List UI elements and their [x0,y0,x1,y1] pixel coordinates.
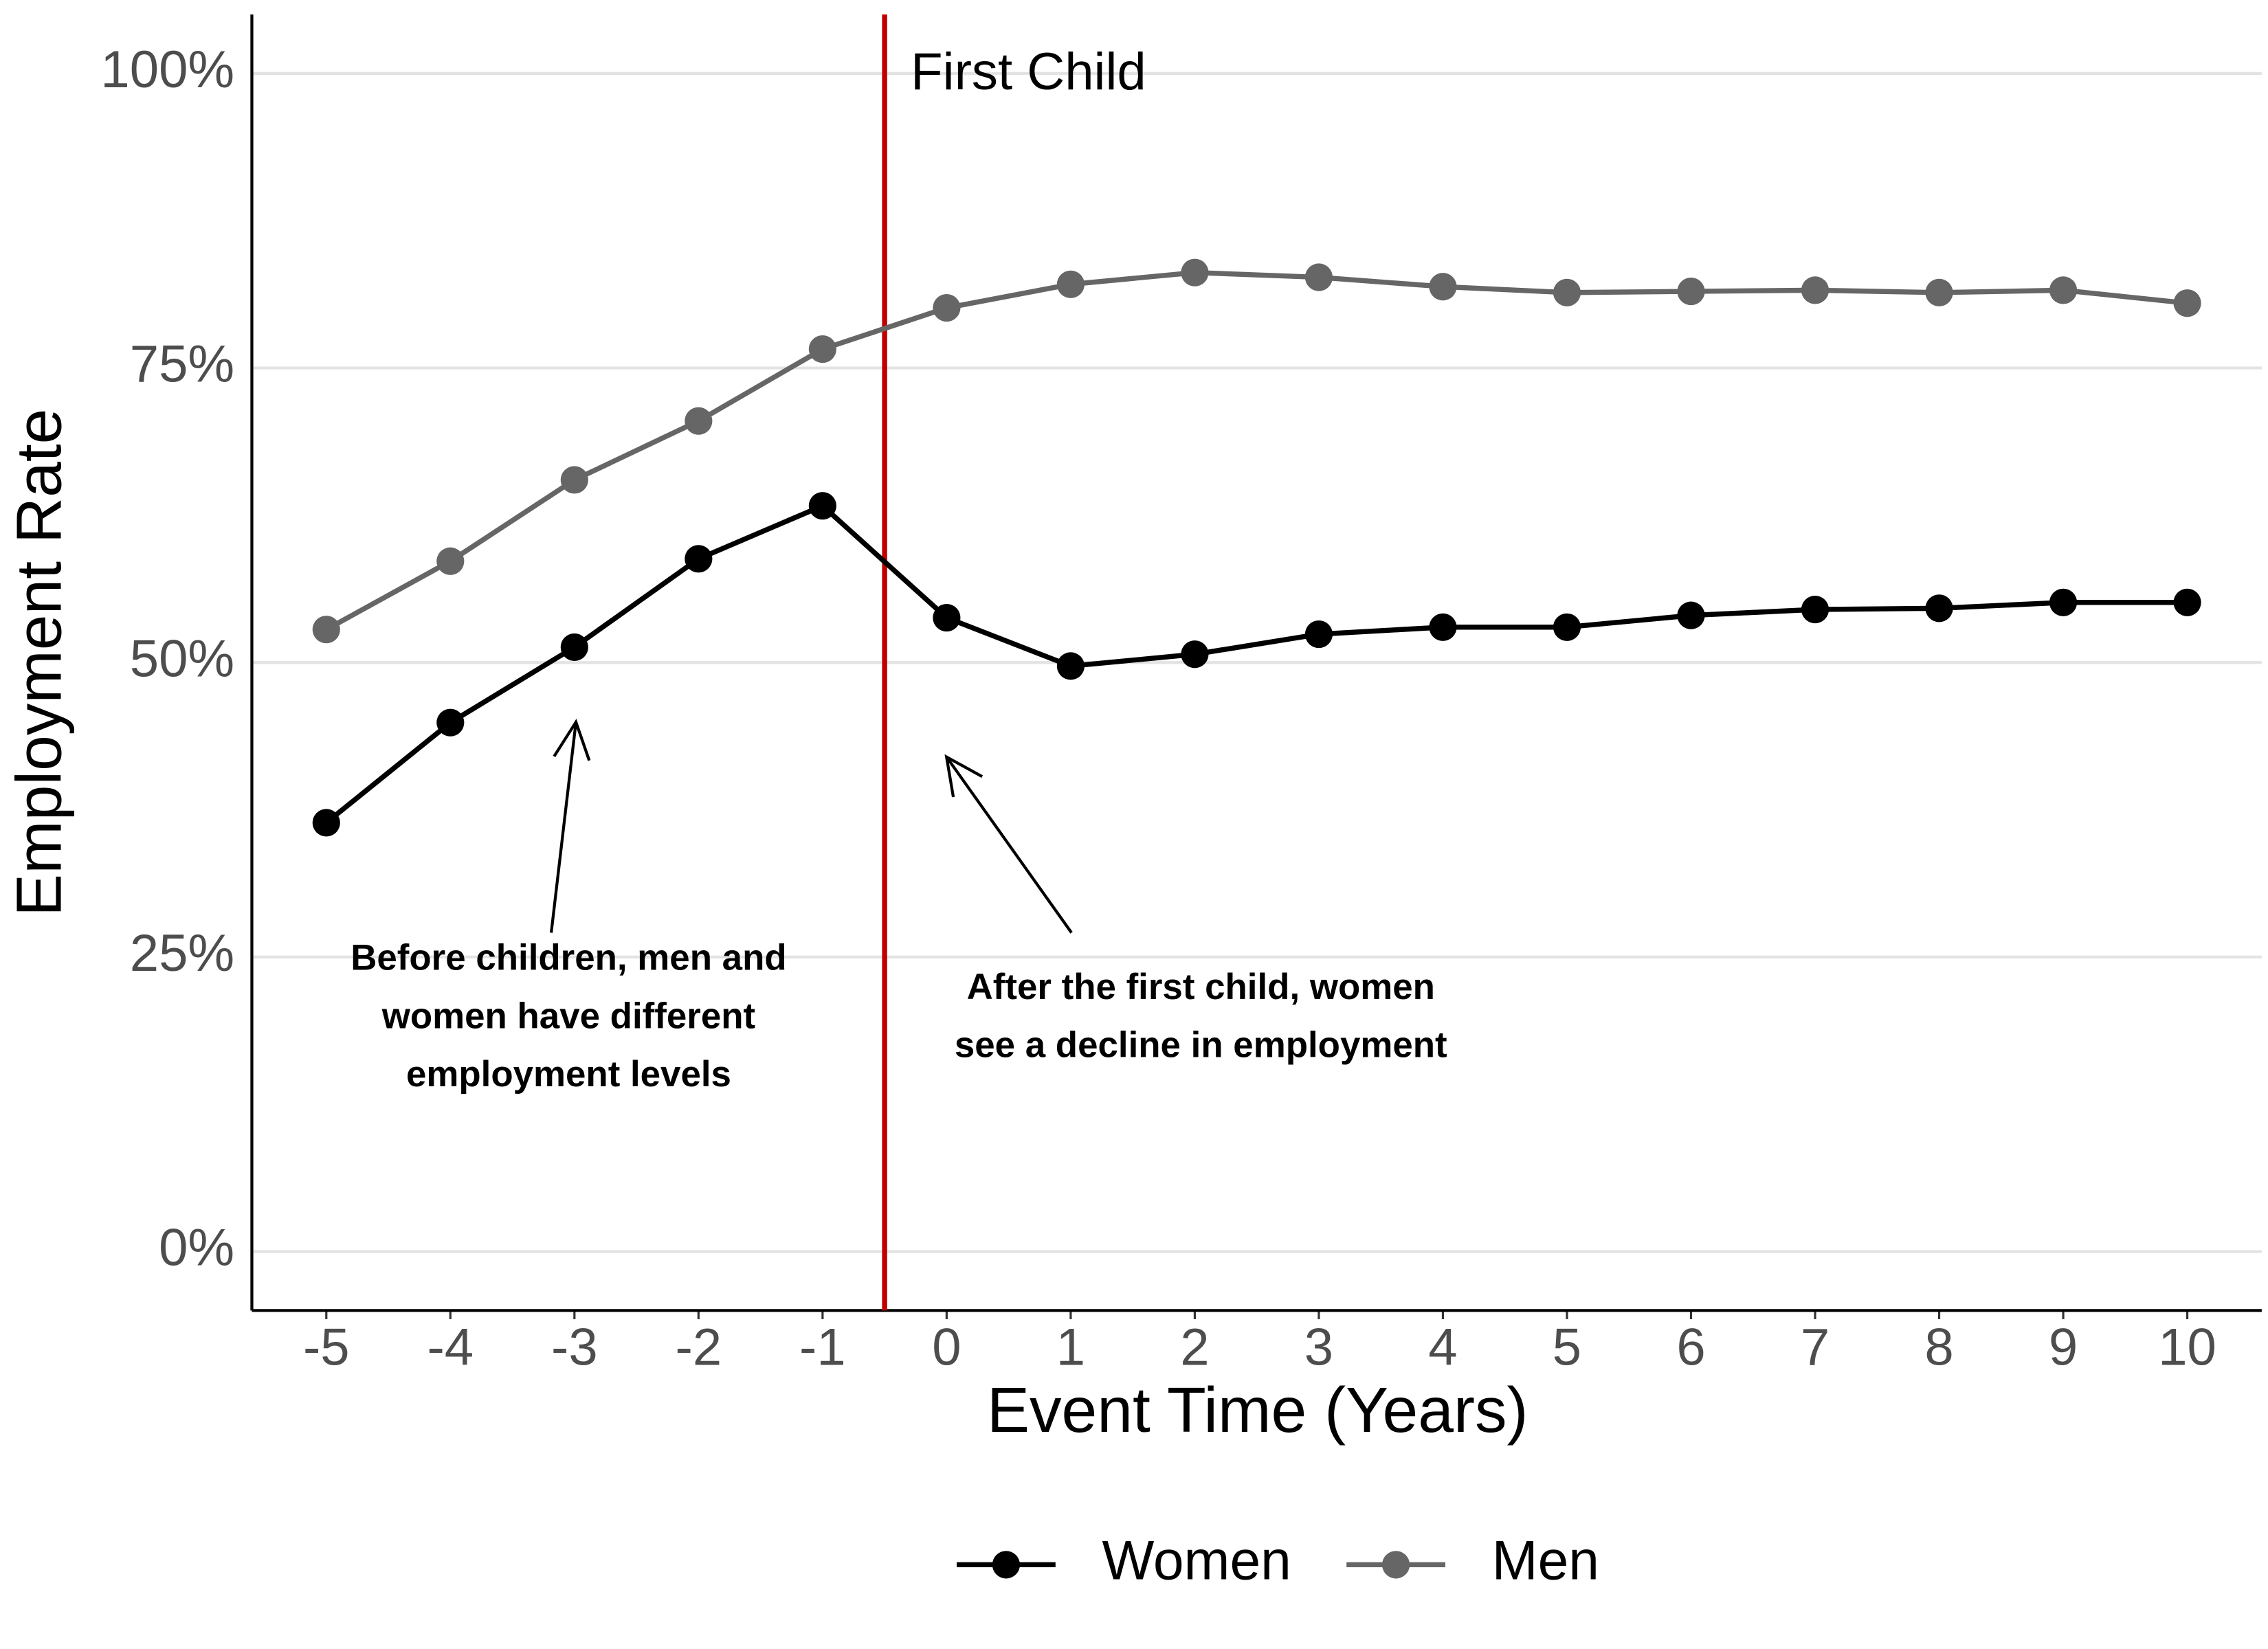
annotation-text: employment levels [406,1054,731,1095]
data-point [1056,652,1085,680]
reference-label: First Child [911,43,1146,101]
data-point [1181,258,1209,287]
data-point [685,545,713,573]
x-tick-label: 10 [2158,1319,2216,1377]
x-axis-title: Event Time (Years) [987,1374,1528,1446]
data-point [2049,588,2078,616]
annotation-text: see a decline in employment [955,1025,1447,1066]
data-point [1553,613,1581,641]
annotation-text: Before children, men and [351,938,786,978]
data-point [1181,640,1209,669]
annotation-arrow [944,754,1073,934]
annotation-text: After the first child, women [967,967,1435,1007]
x-tick-label: 1 [1056,1319,1085,1377]
data-point [1429,273,1457,301]
data-point [1304,263,1333,291]
x-tick-label: 4 [1428,1319,1457,1377]
data-point [1553,278,1581,306]
legend-label: Women [1102,1530,1291,1592]
data-point [933,603,961,632]
data-point [808,492,836,520]
data-point [1801,595,1830,624]
data-point [312,616,340,644]
x-tick-label: 6 [1676,1319,1705,1377]
data-point [2049,276,2078,304]
y-tick-label: 0% [159,1219,234,1277]
y-tick-label: 100% [100,41,234,99]
x-tick-label: -2 [675,1319,722,1377]
x-tick-label: 0 [932,1319,961,1377]
x-tick-label: 9 [2049,1319,2078,1377]
y-tick-label: 75% [130,335,234,394]
annotation-text: women have different [381,996,755,1036]
x-tick-label: -4 [427,1319,474,1377]
x-tick-label: 2 [1180,1319,1209,1377]
data-point [933,294,961,322]
data-point [685,407,713,435]
data-point [436,708,465,737]
x-tick-label: 3 [1304,1319,1333,1377]
x-tick-label: -5 [303,1319,350,1377]
data-point [560,633,588,662]
series-line [324,502,2188,825]
data-point [1801,276,1830,304]
y-tick-label: 25% [130,924,234,983]
x-tick-label: 7 [1801,1319,1830,1377]
legend-marker [1381,1551,1410,1579]
x-tick-label: 8 [1924,1319,1953,1377]
data-point [1056,270,1085,298]
data-point [1429,613,1457,641]
data-point [2173,289,2201,317]
x-tick-label: -1 [799,1319,846,1377]
data-point [436,547,465,575]
y-axis-title: Employment Rate [3,409,75,917]
data-point [1677,601,1705,629]
x-tick-label: 5 [1553,1319,1581,1377]
data-point [808,335,836,363]
data-point [1925,278,1953,306]
series-line [325,269,2188,632]
y-tick-label: 50% [130,629,234,688]
data-point [1925,594,1953,622]
data-point [2173,588,2201,616]
data-point [1304,620,1333,649]
data-point [312,809,340,837]
data-point [1677,278,1705,306]
data-point [560,466,588,494]
x-tick-label: -3 [551,1319,598,1377]
legend-label: Men [1492,1530,1599,1592]
legend-marker [992,1551,1021,1579]
annotation-arrow [549,719,591,933]
